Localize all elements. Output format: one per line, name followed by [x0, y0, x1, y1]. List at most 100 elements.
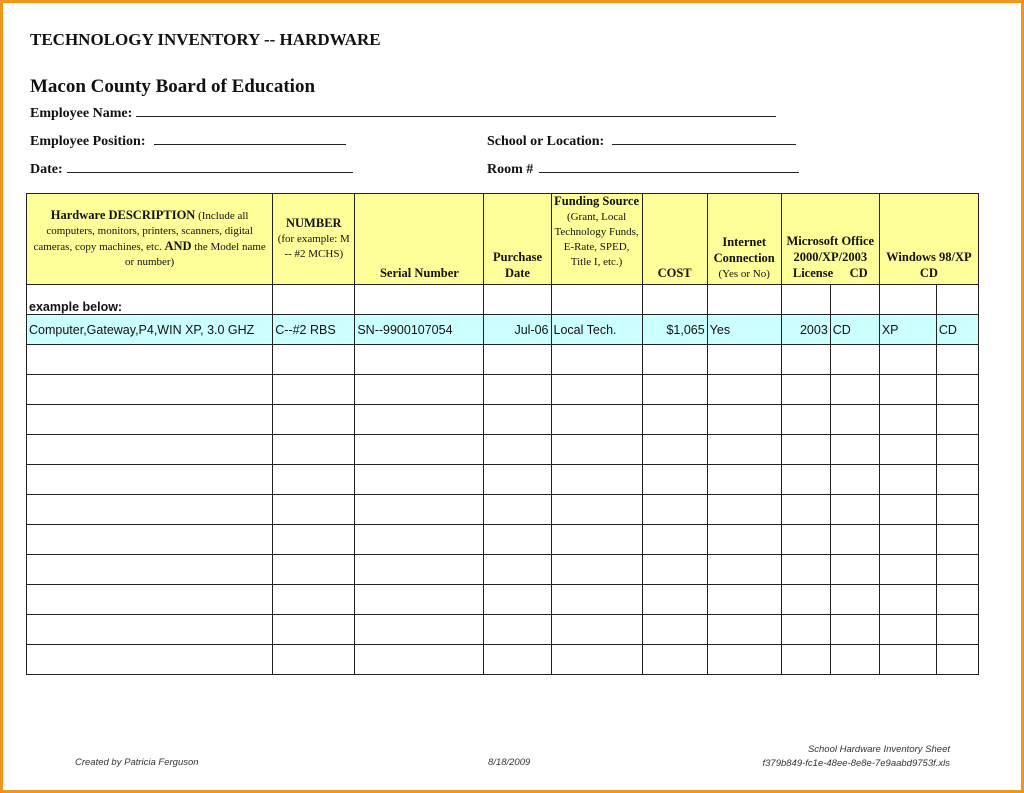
- cell-windows[interactable]: XP: [878, 314, 937, 345]
- cell-office-cd[interactable]: CD: [829, 314, 880, 345]
- empty-cell[interactable]: [878, 614, 937, 645]
- empty-cell[interactable]: [354, 584, 485, 615]
- cell-office-license[interactable]: 2003: [780, 314, 831, 345]
- empty-cell[interactable]: [878, 554, 937, 585]
- empty-cell[interactable]: [780, 464, 831, 495]
- empty-cell[interactable]: [483, 434, 552, 465]
- empty-cell[interactable]: [354, 614, 485, 645]
- empty-cell[interactable]: [935, 584, 980, 615]
- empty-cell[interactable]: [641, 614, 708, 645]
- empty-cell[interactable]: [935, 374, 980, 405]
- empty-cell[interactable]: [272, 434, 356, 465]
- cell-purchase-date[interactable]: Jul-06: [483, 314, 552, 345]
- empty-cell[interactable]: [829, 464, 880, 495]
- empty-cell[interactable]: [641, 434, 708, 465]
- empty-cell[interactable]: [550, 584, 643, 615]
- empty-cell[interactable]: [829, 494, 880, 525]
- empty-cell[interactable]: [483, 374, 552, 405]
- empty-cell[interactable]: [272, 584, 356, 615]
- empty-cell[interactable]: [780, 494, 831, 525]
- empty-cell[interactable]: [935, 404, 980, 435]
- cell-cost[interactable]: $1,065: [641, 314, 708, 345]
- empty-cell[interactable]: [706, 494, 782, 525]
- empty-cell[interactable]: [829, 524, 880, 555]
- empty-cell[interactable]: [354, 464, 485, 495]
- empty-cell[interactable]: [272, 524, 356, 555]
- empty-cell[interactable]: [272, 614, 356, 645]
- empty-cell[interactable]: [641, 644, 708, 675]
- empty-cell[interactable]: [706, 464, 782, 495]
- empty-cell[interactable]: [483, 524, 552, 555]
- empty-cell[interactable]: [25, 614, 274, 645]
- empty-cell[interactable]: [706, 644, 782, 675]
- empty-cell[interactable]: [878, 404, 937, 435]
- empty-cell[interactable]: [550, 494, 643, 525]
- empty-cell[interactable]: [706, 434, 782, 465]
- empty-cell[interactable]: [25, 404, 274, 435]
- empty-cell[interactable]: [272, 464, 356, 495]
- empty-cell[interactable]: [935, 614, 980, 645]
- empty-cell[interactable]: [780, 344, 831, 375]
- empty-cell[interactable]: [550, 614, 643, 645]
- empty-cell[interactable]: [272, 374, 356, 405]
- empty-cell[interactable]: [935, 434, 980, 465]
- employee-position-field[interactable]: Employee Position:: [30, 132, 346, 150]
- empty-cell[interactable]: [878, 344, 937, 375]
- empty-cell[interactable]: [878, 374, 937, 405]
- empty-cell[interactable]: [935, 554, 980, 585]
- empty-cell[interactable]: [780, 614, 831, 645]
- empty-cell[interactable]: [829, 644, 880, 675]
- cell-windows-cd[interactable]: CD: [935, 314, 980, 345]
- empty-cell[interactable]: [878, 584, 937, 615]
- empty-cell[interactable]: [780, 584, 831, 615]
- empty-cell[interactable]: [829, 554, 880, 585]
- empty-cell[interactable]: [25, 554, 274, 585]
- empty-cell[interactable]: [25, 524, 274, 555]
- empty-cell[interactable]: [550, 344, 643, 375]
- empty-cell[interactable]: [641, 584, 708, 615]
- empty-cell[interactable]: [25, 464, 274, 495]
- empty-cell[interactable]: [641, 344, 708, 375]
- empty-cell[interactable]: [483, 344, 552, 375]
- room-field[interactable]: Room #: [487, 160, 800, 178]
- empty-cell[interactable]: [935, 344, 980, 375]
- empty-cell[interactable]: [550, 644, 643, 675]
- empty-cell[interactable]: [641, 404, 708, 435]
- empty-cell[interactable]: [354, 344, 485, 375]
- empty-cell[interactable]: [25, 584, 274, 615]
- empty-cell[interactable]: [935, 464, 980, 495]
- empty-cell[interactable]: [878, 644, 937, 675]
- empty-cell[interactable]: [354, 644, 485, 675]
- empty-cell[interactable]: [25, 434, 274, 465]
- empty-cell[interactable]: [829, 344, 880, 375]
- cell-funding[interactable]: Local Tech.: [550, 314, 643, 345]
- empty-cell[interactable]: [550, 554, 643, 585]
- empty-cell[interactable]: [25, 644, 274, 675]
- empty-cell[interactable]: [550, 404, 643, 435]
- empty-cell[interactable]: [829, 614, 880, 645]
- empty-cell[interactable]: [641, 494, 708, 525]
- empty-cell[interactable]: [483, 644, 552, 675]
- empty-cell[interactable]: [272, 344, 356, 375]
- empty-cell[interactable]: [780, 434, 831, 465]
- empty-cell[interactable]: [829, 374, 880, 405]
- empty-cell[interactable]: [483, 614, 552, 645]
- empty-cell[interactable]: [878, 434, 937, 465]
- empty-cell[interactable]: [354, 554, 485, 585]
- date-field[interactable]: Date:: [30, 160, 353, 178]
- empty-cell[interactable]: [272, 554, 356, 585]
- empty-cell[interactable]: [550, 524, 643, 555]
- empty-cell[interactable]: [641, 554, 708, 585]
- empty-cell[interactable]: [780, 644, 831, 675]
- empty-cell[interactable]: [354, 374, 485, 405]
- empty-cell[interactable]: [25, 374, 274, 405]
- empty-cell[interactable]: [878, 464, 937, 495]
- empty-cell[interactable]: [780, 374, 831, 405]
- empty-cell[interactable]: [25, 344, 274, 375]
- empty-cell[interactable]: [706, 344, 782, 375]
- empty-cell[interactable]: [780, 554, 831, 585]
- empty-cell[interactable]: [641, 524, 708, 555]
- school-location-field[interactable]: School or Location:: [487, 132, 797, 150]
- empty-cell[interactable]: [25, 494, 274, 525]
- empty-cell[interactable]: [483, 584, 552, 615]
